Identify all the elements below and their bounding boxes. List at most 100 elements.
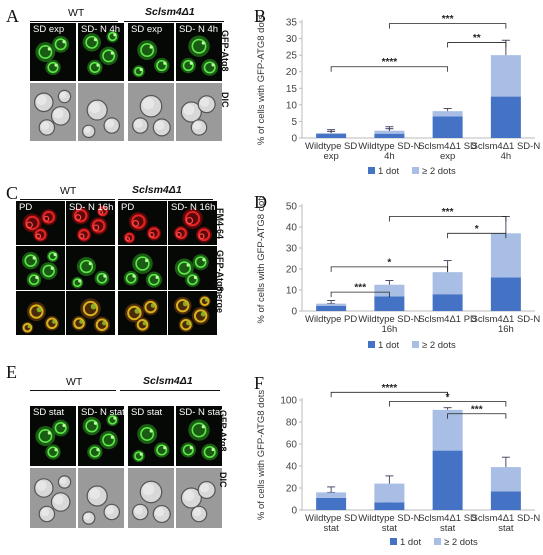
bar-one-dot-0 — [316, 134, 347, 138]
y-tick-label: 20 — [286, 67, 298, 78]
panel-label-a: A — [6, 6, 19, 26]
micrograph-c-r0-c1 — [66, 201, 115, 245]
significance-bracket — [388, 216, 507, 222]
bar-one-dot-1 — [374, 296, 405, 311]
underline-wt-e — [30, 390, 116, 391]
condition-label: SD- N 16h — [69, 202, 114, 213]
y-tick-label: 15 — [286, 84, 298, 95]
significance-bracket — [447, 42, 507, 48]
error-bar — [385, 280, 394, 285]
y-tick-label: 5 — [291, 117, 297, 128]
bar-two-dots-1 — [374, 483, 405, 503]
bar-one-dot-0 — [316, 497, 347, 510]
y-tick-label: 35 — [286, 18, 298, 29]
micrograph-c-r1-c4 — [168, 246, 217, 290]
legend-swatch — [390, 538, 397, 545]
legend-label: 1 dot — [400, 537, 421, 548]
micrograph-e-r0-c1 — [78, 406, 124, 466]
error-bar — [385, 126, 394, 131]
x-tick-label: Sclsm4Δ1 PD — [418, 314, 477, 325]
group-label-mut-e: Sclsm4Δ1 — [143, 375, 193, 387]
legend-label: ≥ 2 dots — [422, 166, 456, 177]
y-tick-label: 80 — [286, 418, 298, 429]
x-tick-label: 16h — [498, 324, 514, 335]
bar-one-dot-1 — [374, 133, 405, 138]
bar-one-dot-3 — [490, 491, 521, 510]
bar-two-dots-0 — [316, 133, 347, 135]
row-label-dic-e: DIC — [218, 472, 228, 488]
bar-two-dots-0 — [316, 303, 347, 306]
y-tick-label: 30 — [286, 34, 298, 45]
y-tick-label: 0 — [291, 307, 297, 318]
micrograph-e-r0-c3 — [176, 406, 222, 466]
significance-label: **** — [382, 383, 398, 394]
significance-label: * — [475, 224, 479, 235]
micrograph-c-r1-c2 — [66, 246, 115, 290]
significance-label: ** — [473, 33, 481, 44]
legend-swatch — [368, 167, 375, 174]
legend-label: 1 dot — [378, 340, 399, 351]
legend-label: 1 dot — [378, 166, 399, 177]
panel-label-f: F — [254, 373, 265, 393]
significance-bracket — [447, 232, 507, 239]
x-tick-label: 16h — [381, 324, 397, 335]
condition-label: PD — [121, 202, 135, 213]
micrograph-a-r1-c2 — [78, 83, 124, 141]
micrograph-c-r0-c0 — [16, 201, 65, 245]
x-tick-label: 4h — [501, 151, 512, 162]
row-label-dic-a: DIC — [220, 92, 230, 108]
legend-label: ≥ 2 dots — [422, 340, 456, 351]
chart-svg: % of cells with GFP-ATG8 dots 0 20 40 60 80 10… — [256, 383, 540, 548]
legend-swatch — [412, 341, 419, 348]
row-label-gfp-atg8-e: GFP-Atg8 — [218, 410, 228, 452]
condition-label: SD- N 4h — [179, 24, 219, 35]
legend-label: ≥ 2 dots — [444, 537, 478, 548]
x-tick-label: stat — [498, 523, 514, 534]
micrograph-c-r1-c1 — [16, 246, 65, 290]
underline-wt-c — [20, 199, 115, 200]
y-tick-label: 0 — [291, 134, 297, 145]
error-bar — [327, 300, 336, 304]
bar-two-dots-3 — [490, 233, 521, 278]
underline-mut-a — [124, 21, 224, 22]
condition-label: SD- N 4h — [81, 24, 121, 35]
bar-chart-f: % of cells with GFP-ATG8 dots 0 20 40 60 80 10… — [250, 372, 543, 550]
bar-two-dots-1 — [374, 284, 405, 297]
micrograph-a-r0-c3 — [176, 23, 222, 81]
row-label-fm4-64-c: FM4-64 — [215, 208, 225, 240]
error-bar — [327, 486, 336, 493]
x-tick-label: stat — [323, 523, 339, 534]
micrograph-e-r0-c0 — [30, 406, 76, 466]
legend-swatch — [434, 538, 441, 545]
bar-two-dots-2 — [432, 272, 463, 295]
panel-label-d: D — [254, 192, 267, 212]
significance-label: *** — [354, 283, 366, 294]
x-tick-label: stat — [382, 523, 398, 534]
error-bar — [327, 130, 336, 134]
error-bar — [501, 456, 510, 468]
y-axis-label: % of cells with GFP-ATG8 dots — [256, 15, 267, 145]
micrograph-e-r1-c4 — [176, 468, 222, 528]
y-tick-label: 10 — [286, 286, 298, 297]
panel-label-c: C — [6, 183, 19, 203]
bar-chart-b: % of cells with GFP-ATG8 dots 0 5 10 15 20 25 3… — [250, 10, 543, 185]
x-tick-label: Sclsm4Δ1 SD-N — [472, 314, 541, 325]
legend-swatch — [368, 341, 375, 348]
x-tick-label: Wildtype SD-N — [358, 141, 420, 152]
x-tick-label: Wildtype SD-N — [358, 513, 420, 524]
y-tick-label: 10 — [286, 100, 298, 111]
significance-bracket — [388, 401, 507, 407]
x-tick-label: Sclsm4Δ1 SD — [418, 141, 477, 152]
micrograph-a-r0-c0 — [30, 23, 76, 81]
bar-one-dot-1 — [374, 502, 405, 510]
x-tick-label: stat — [440, 523, 456, 534]
significance-bracket — [447, 413, 507, 419]
bar-one-dot-0 — [316, 305, 347, 311]
error-bar — [443, 407, 452, 410]
error-bar — [443, 108, 452, 112]
micrograph-a-r1-c4 — [176, 83, 222, 141]
panel-label-e: E — [6, 362, 17, 382]
condition-label: SD exp — [33, 24, 65, 35]
underline-mut-c — [118, 199, 213, 200]
bar-one-dot-3 — [490, 277, 521, 311]
